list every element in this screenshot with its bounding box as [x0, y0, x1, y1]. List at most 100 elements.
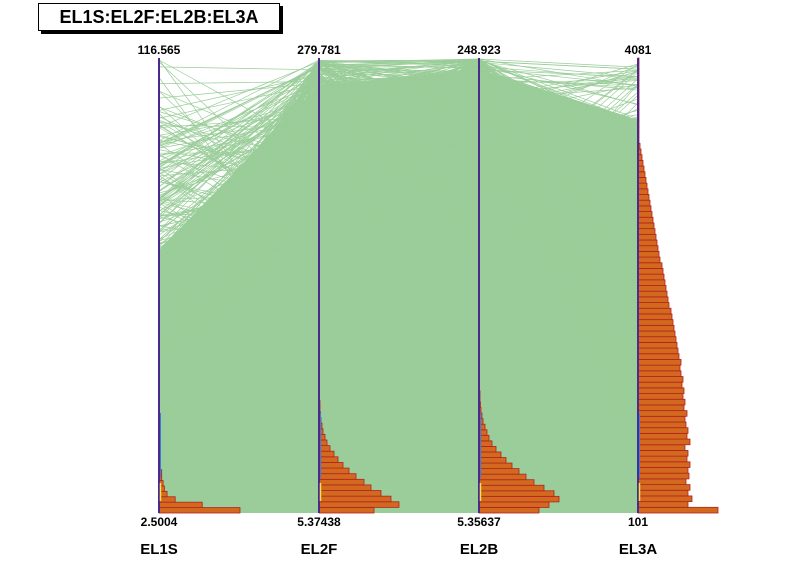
data-polyline	[158, 63, 639, 350]
data-polyline	[158, 111, 639, 161]
data-polyline	[158, 104, 639, 373]
histogram-bar	[637, 438, 691, 446]
data-polyline	[158, 65, 639, 374]
data-polyline	[158, 155, 639, 282]
data-polyline	[158, 63, 639, 365]
data-polyline	[158, 168, 639, 382]
data-polyline	[158, 88, 639, 302]
data-polyline	[158, 101, 639, 260]
data-polyline	[158, 125, 639, 196]
data-polyline	[158, 161, 639, 308]
data-polyline	[158, 213, 639, 394]
data-polyline	[158, 93, 639, 425]
data-polyline	[158, 172, 639, 458]
histogram-bar	[318, 490, 382, 497]
data-polyline	[158, 198, 639, 404]
data-polyline	[158, 106, 639, 364]
data-polyline	[158, 78, 639, 217]
histogram-bar	[637, 177, 647, 184]
histogram-bar	[478, 462, 513, 470]
histogram-bar	[637, 427, 689, 434]
data-polyline	[158, 66, 639, 364]
data-polyline	[158, 70, 639, 309]
histogram-bar	[478, 490, 555, 497]
data-polyline	[158, 77, 639, 344]
data-polyline	[158, 82, 639, 468]
histogram-bar	[637, 455, 688, 463]
data-polyline	[158, 63, 639, 293]
histogram-bar	[637, 199, 651, 207]
data-polyline	[158, 65, 639, 340]
data-polyline	[158, 223, 639, 406]
histogram-bar	[637, 370, 682, 377]
histogram-bar	[637, 313, 673, 321]
histogram-bar	[637, 461, 691, 468]
data-polyline	[158, 155, 639, 252]
histogram-bar	[637, 307, 672, 315]
histogram-bar	[637, 467, 689, 474]
data-polyline	[158, 78, 639, 461]
axis-max-label: 116.565	[138, 43, 181, 57]
histogram-bar	[318, 473, 357, 480]
histogram-bar	[318, 501, 400, 508]
histogram-bar	[637, 171, 646, 178]
histogram-bar	[637, 268, 664, 275]
histogram-bar	[478, 501, 550, 508]
data-polyline	[158, 77, 639, 364]
histogram-bar	[637, 376, 684, 383]
data-polyline	[158, 83, 639, 381]
data-polyline	[158, 98, 639, 364]
histogram-bar	[637, 415, 686, 423]
histogram-bar	[637, 211, 653, 218]
data-polyline	[158, 137, 639, 434]
data-polyline	[158, 88, 639, 359]
histogram-bar	[318, 478, 365, 486]
histogram-bar	[637, 341, 678, 349]
data-polyline	[158, 160, 639, 404]
histogram-bar	[637, 290, 668, 298]
data-polyline	[158, 67, 639, 416]
histogram-bar	[637, 387, 685, 394]
histogram-bar	[637, 398, 686, 406]
histogram-bar	[637, 285, 667, 292]
histogram-bar	[318, 462, 344, 469]
histogram-bar	[637, 324, 675, 332]
data-polyline	[158, 116, 639, 341]
data-polyline	[158, 59, 639, 239]
axis-max-label: 279.781	[297, 43, 341, 57]
histogram-bar	[637, 239, 658, 247]
histogram-bar	[637, 506, 719, 514]
histogram-bar	[478, 495, 560, 503]
histogram-bar	[478, 446, 497, 453]
data-polyline	[158, 74, 639, 435]
polyline-layer	[158, 58, 639, 513]
histogram-bar	[637, 381, 683, 389]
histogram-bar	[478, 473, 527, 481]
histogram-bar	[478, 457, 507, 464]
histogram-bar	[637, 222, 655, 230]
histogram-bar	[637, 501, 689, 508]
data-polyline	[158, 99, 639, 469]
data-polyline	[158, 77, 639, 464]
data-polyline	[158, 99, 639, 413]
axis-min-label: 5.37438	[297, 515, 341, 529]
histogram-bar	[637, 347, 679, 355]
histogram-bar	[637, 364, 681, 372]
chart-title-box: EL1S:EL2F:EL2B:EL3A	[38, 3, 280, 31]
data-polyline	[158, 67, 639, 396]
histogram-bar	[478, 468, 520, 475]
histogram-bar	[637, 262, 663, 269]
histogram-bar	[318, 506, 375, 514]
data-polyline	[158, 224, 639, 296]
data-polyline	[158, 69, 639, 323]
data-polyline	[158, 65, 639, 375]
histogram-bar	[478, 451, 502, 458]
histogram-bar	[637, 205, 652, 212]
data-polyline	[158, 80, 639, 343]
data-polyline	[158, 59, 639, 281]
histogram-bar	[637, 393, 684, 400]
histogram-bar	[637, 233, 657, 241]
data-polyline	[158, 98, 639, 266]
data-polyline	[158, 231, 639, 365]
data-polyline	[158, 60, 639, 177]
